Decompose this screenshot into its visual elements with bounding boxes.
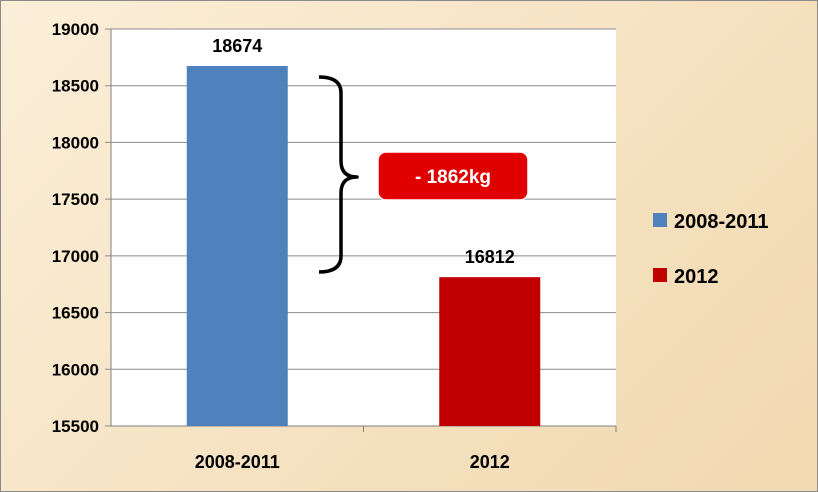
bar-2012 (439, 277, 541, 426)
data-label: 18674 (212, 36, 262, 56)
data-label: 16812 (465, 247, 515, 267)
legend-entry: 2012 (674, 266, 719, 288)
x-tick-label: 2012 (470, 452, 510, 472)
y-tick-label: 17000 (52, 247, 99, 266)
y-tick-label: 16000 (52, 360, 99, 379)
y-tick-label: 19000 (52, 20, 99, 39)
difference-annotation-box (377, 151, 529, 201)
brace-icon (318, 75, 359, 274)
legend-entry: 2008-2011 (674, 211, 769, 233)
y-tick-label: 18000 (52, 133, 99, 152)
y-tick-label: 17500 (52, 190, 99, 209)
y-tick-label: 18500 (52, 77, 99, 96)
legend-swatch (653, 213, 667, 227)
bar-2008-2011 (186, 65, 288, 426)
difference-annotation-text: - 1862kg (415, 167, 491, 188)
x-tick-label: 2008-2011 (195, 452, 280, 472)
y-tick-label: 16500 (52, 304, 99, 323)
legend-swatch (653, 268, 667, 282)
y-tick-label: 15500 (52, 417, 99, 436)
